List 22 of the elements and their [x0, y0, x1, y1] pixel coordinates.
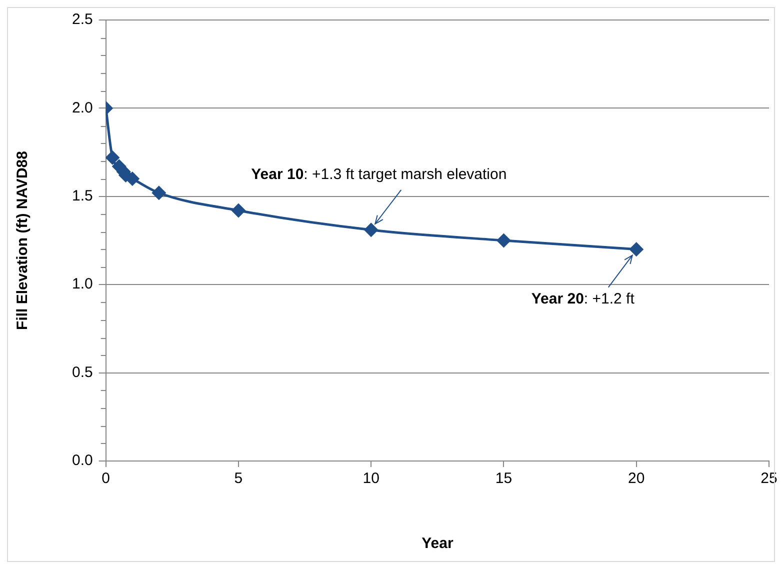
y-tick-label: 0.5: [72, 364, 93, 381]
point: [126, 172, 140, 186]
x-axis-title: Year: [422, 535, 454, 552]
point: [630, 242, 644, 256]
point: [496, 234, 510, 248]
x-tick-label: 10: [362, 470, 380, 488]
y-tick-label: 2.0: [72, 99, 93, 116]
y-tick-label: 1.5: [72, 188, 93, 205]
x-tick-label: 5: [234, 470, 243, 488]
y-axis-title: Fill Elevation (ft) NAVD88: [14, 151, 32, 330]
x-tick-label: 20: [628, 470, 645, 488]
point: [364, 223, 378, 237]
point: [152, 186, 166, 200]
annotation: Year 20: +1.2 ft: [531, 290, 636, 308]
y-tick-label: 0.0: [72, 452, 93, 470]
y-tick-label: 2.5: [72, 11, 93, 28]
annotation: Year 10: +1.3 ft target marsh elevation: [251, 166, 507, 184]
x-tick-label: 15: [495, 470, 512, 488]
y-tick-label: 1.0: [72, 276, 93, 293]
point: [232, 204, 246, 218]
point: [106, 150, 120, 164]
x-tick-label: 0: [102, 470, 110, 488]
